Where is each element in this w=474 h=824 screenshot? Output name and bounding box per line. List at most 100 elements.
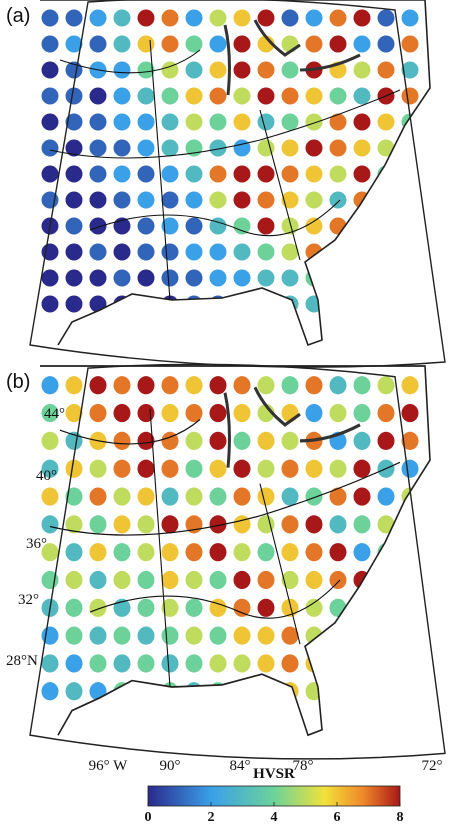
station-dot	[257, 598, 275, 617]
station-dot	[185, 682, 203, 701]
station-dot	[41, 403, 59, 423]
station-dot	[353, 654, 371, 673]
station-dot	[281, 654, 299, 673]
station-dot	[257, 165, 275, 183]
map-panel-a	[29, 0, 446, 368]
station-dot	[209, 139, 227, 157]
station-dot	[89, 654, 107, 673]
station-dots	[41, 376, 419, 701]
station-dot	[305, 570, 323, 590]
station-dot	[233, 459, 251, 478]
station-dot	[137, 295, 155, 313]
station-dot	[185, 217, 203, 235]
station-dot	[353, 431, 371, 450]
station-dot	[257, 295, 275, 313]
station-dot	[233, 9, 251, 27]
station-dot	[281, 269, 299, 287]
station-dot	[41, 654, 59, 673]
station-dot	[89, 403, 107, 423]
station-dot	[353, 9, 371, 27]
station-dot	[353, 113, 371, 131]
station-dot	[137, 515, 155, 534]
station-dot	[401, 543, 419, 562]
station-dot	[305, 459, 323, 478]
station-dot	[41, 376, 59, 395]
station-dot	[305, 295, 323, 313]
station-dot	[257, 682, 275, 701]
station-dot	[257, 87, 275, 105]
station-dot	[113, 376, 131, 395]
station-dot	[113, 87, 131, 105]
colorbar-tick-label: 6	[334, 810, 341, 824]
station-dot	[233, 654, 251, 673]
station-dot	[137, 626, 155, 645]
station-dot	[65, 598, 83, 617]
station-dot	[305, 87, 323, 105]
station-dot	[113, 543, 131, 562]
station-dot	[401, 626, 419, 645]
station-dot	[137, 217, 155, 235]
station-dot	[161, 139, 179, 157]
station-dot	[233, 113, 251, 131]
great-lakes	[223, 386, 361, 468]
station-dot	[377, 113, 395, 131]
station-dot	[233, 35, 251, 53]
station-dot	[185, 376, 203, 395]
station-dot	[329, 487, 347, 506]
geologic-boundaries	[49, 408, 401, 688]
station-dot	[233, 165, 251, 183]
station-dot	[209, 376, 227, 395]
station-dot	[137, 543, 155, 562]
station-dot	[161, 376, 179, 395]
station-dot	[161, 217, 179, 235]
station-dot	[209, 269, 227, 287]
station-dot	[113, 113, 131, 131]
station-dot	[185, 113, 203, 131]
station-dot	[257, 9, 275, 27]
station-dot	[377, 35, 395, 53]
station-dot	[89, 243, 107, 261]
station-dot	[113, 35, 131, 53]
station-dot	[233, 61, 251, 79]
station-dot	[305, 165, 323, 183]
station-dot	[233, 682, 251, 701]
station-dot	[257, 139, 275, 157]
station-dot	[233, 243, 251, 261]
station-dot	[281, 113, 299, 131]
station-dot	[89, 87, 107, 105]
station-dot	[233, 487, 251, 506]
station-dot	[305, 682, 323, 701]
station-dot	[353, 61, 371, 79]
station-dot	[233, 191, 251, 209]
latitude-label: 40°	[36, 468, 57, 484]
station-dot	[65, 35, 83, 53]
station-dot	[305, 487, 323, 506]
station-dot	[353, 35, 371, 53]
station-dot	[377, 217, 395, 235]
station-dot	[257, 243, 275, 261]
station-dot	[137, 431, 155, 450]
station-dot	[257, 654, 275, 673]
station-dot	[65, 682, 83, 701]
longitude-label: 84°	[230, 758, 251, 774]
station-dot	[401, 570, 419, 590]
station-dot	[329, 87, 347, 105]
station-dot	[353, 487, 371, 506]
station-dot	[185, 9, 203, 27]
station-dot	[329, 515, 347, 534]
station-dot	[353, 376, 371, 395]
station-dot	[161, 165, 179, 183]
latitude-label: 32°	[18, 592, 39, 608]
station-dot	[89, 165, 107, 183]
station-dot	[89, 598, 107, 617]
station-dot	[161, 654, 179, 673]
station-dot	[113, 626, 131, 645]
station-dot	[137, 459, 155, 478]
station-dot	[113, 682, 131, 701]
station-dot	[161, 269, 179, 287]
station-dot	[137, 487, 155, 506]
longitude-label: 78°	[293, 758, 314, 774]
station-dot	[377, 431, 395, 450]
geologic-boundaries	[49, 39, 401, 301]
station-dot	[377, 61, 395, 79]
